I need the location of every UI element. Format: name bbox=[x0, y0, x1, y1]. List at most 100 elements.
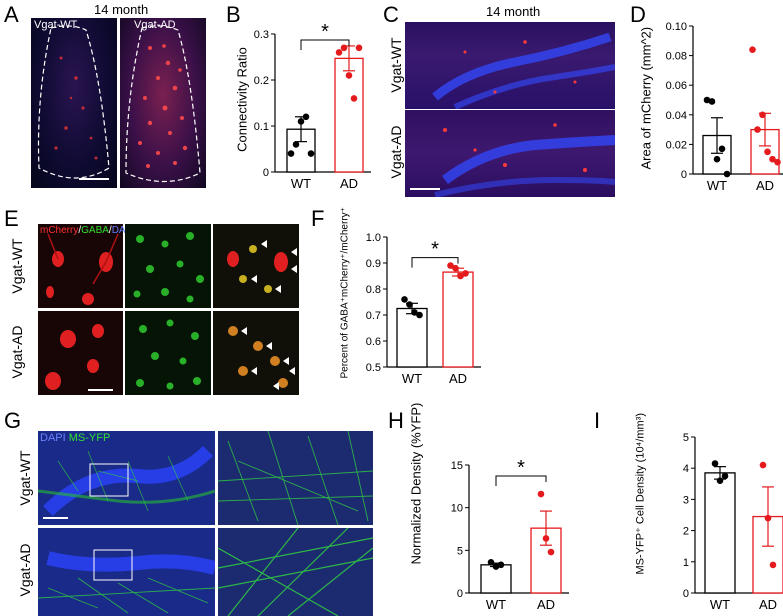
chart-h-point-ad bbox=[542, 535, 550, 542]
chart-f-point-ad bbox=[452, 264, 459, 272]
panel-e-stain-sep2: / bbox=[108, 225, 112, 236]
panel-e-ad-mcherry-cells bbox=[45, 324, 113, 391]
chart-i-point-ad bbox=[769, 561, 777, 569]
panel-e-wt-merge-cells bbox=[227, 240, 297, 293]
panel-a-micrograph-wt bbox=[31, 18, 117, 188]
chart-f-point-ad bbox=[462, 270, 469, 277]
panel-c-micrograph-ad bbox=[405, 110, 615, 197]
chart-f-point-ad bbox=[457, 272, 464, 280]
panel-a-micrograph-ad bbox=[120, 18, 206, 188]
chart-h-ytick-label: 10 bbox=[451, 503, 463, 515]
chart-f-xtick-wt: WT bbox=[402, 371, 422, 386]
panel-a-title: 14 month bbox=[94, 2, 149, 17]
chart-d-ytick-label: 0.02 bbox=[666, 139, 687, 151]
chart-h-ytick-label: 0 bbox=[457, 588, 463, 600]
chart-i-point-wt bbox=[711, 460, 719, 467]
chart-d-point-ad bbox=[749, 46, 756, 53]
chart-h-bar-ad bbox=[530, 527, 562, 594]
chart-b: 0 0.1 0.2 0.3 WT AD * bbox=[254, 21, 371, 191]
chart-i-ytick-label: 4 bbox=[683, 463, 689, 475]
chart-d: 0 0.02 0.04 0.06 0.08 0.10 WT AD bbox=[666, 21, 783, 193]
panel-g-letter: G bbox=[4, 408, 22, 433]
chart-d-point-ad bbox=[774, 158, 781, 166]
chart-h-point-ad bbox=[537, 490, 545, 498]
panel-g-wt-zoom bbox=[218, 431, 373, 525]
chart-h: 0 5 10 15 WT AD * bbox=[451, 457, 569, 612]
chart-h-point-wt bbox=[497, 561, 505, 569]
chart-b-point-wt bbox=[302, 113, 310, 121]
panel-c-ad-overlay bbox=[410, 123, 615, 197]
panel-g-wt-zoom-fibers bbox=[218, 431, 373, 525]
panel-a-wt-overlay bbox=[37, 25, 110, 180]
chart-b-ytick-label: 0.3 bbox=[254, 29, 269, 41]
chart-b-point-ad bbox=[355, 44, 363, 52]
chart-f-ytick-label: 0.9 bbox=[366, 258, 381, 270]
panel-c-wt-label: Vgat-WT bbox=[388, 37, 404, 93]
panel-g-ad-zoom-fibers bbox=[218, 528, 373, 616]
panel-e-ad-merge bbox=[213, 311, 299, 395]
panel-e-wt-mcherry bbox=[38, 224, 123, 308]
chart-i-point-ad bbox=[759, 461, 767, 469]
panel-h-ylabel: Normalized Density (%YFP) bbox=[408, 402, 424, 565]
panel-c-letter: C bbox=[383, 2, 399, 27]
chart-b-ytick-label: 0 bbox=[263, 167, 269, 179]
chart-f-ytick-label: 1.0 bbox=[366, 232, 381, 244]
chart-h-xtick-wt: WT bbox=[486, 597, 506, 612]
panel-e-wt-gaba-cells bbox=[133, 232, 204, 303]
panel-h-letter: H bbox=[388, 408, 404, 433]
panel-g-wt-label: Vgat-WT bbox=[17, 450, 33, 506]
chart-b-point-ad bbox=[335, 49, 343, 56]
chart-i-point-ad bbox=[764, 514, 772, 522]
panel-g-wt-overview bbox=[38, 431, 215, 525]
chart-b-xtick-ad: AD bbox=[340, 176, 358, 191]
chart-b-sig-star: * bbox=[321, 21, 329, 43]
chart-d-ytick-label: 0.08 bbox=[666, 51, 687, 63]
chart-d-ytick-label: 0.06 bbox=[666, 80, 687, 92]
chart-b-ytick-label: 0.2 bbox=[254, 75, 269, 87]
chart-b-sig-bracket bbox=[300, 39, 350, 50]
chart-f: 0.5 0.6 0.7 0.8 0.9 1.0 WT AD * bbox=[366, 232, 481, 386]
panel-e-ad-label: Vgat-AD bbox=[9, 325, 25, 379]
chart-d-point-wt bbox=[708, 98, 716, 105]
chart-f-xtick-ad: AD bbox=[449, 371, 467, 386]
chart-d-point-ad bbox=[754, 126, 761, 133]
panel-a-letter: A bbox=[4, 2, 19, 27]
chart-f-ytick-label: 0.7 bbox=[366, 310, 381, 322]
panel-g-stain-ms: MS-YFP bbox=[68, 432, 111, 444]
chart-h-xtick-ad: AD bbox=[537, 597, 555, 612]
chart-d-xtick-wt: WT bbox=[707, 178, 727, 193]
panel-a-wt-label: Vgat-WT bbox=[34, 19, 78, 31]
chart-f-sig-bracket bbox=[411, 257, 459, 268]
chart-d-point-wt bbox=[718, 145, 726, 153]
chart-f-point-ad bbox=[447, 262, 454, 269]
chart-i-point-wt bbox=[721, 472, 729, 480]
panel-f-ylabel: Percent of GABA⁺mCherry⁺/mCherry⁺ bbox=[339, 207, 351, 379]
panel-e-stain-dapi: DAPI bbox=[111, 225, 136, 236]
chart-f-ytick-label: 0.5 bbox=[366, 362, 381, 374]
chart-d-point-wt bbox=[713, 155, 721, 163]
chart-d-point-ad bbox=[769, 155, 776, 163]
chart-f-point-wt bbox=[406, 301, 413, 308]
chart-h-ytick-label: 15 bbox=[451, 460, 463, 472]
chart-f-ytick-label: 0.6 bbox=[366, 336, 381, 348]
panel-c-wt-overlay bbox=[432, 32, 615, 109]
panel-e-stain-sep1: / bbox=[78, 225, 82, 236]
chart-h-point-ad bbox=[547, 548, 555, 556]
panel-b-ylabel: Connectivity Ratio bbox=[234, 47, 250, 152]
chart-h-point-wt bbox=[492, 563, 500, 570]
panel-g-ad-overview-layer bbox=[38, 549, 215, 614]
chart-i-ytick-label: 0 bbox=[683, 588, 689, 600]
chart-d-ytick-label: 0.10 bbox=[666, 21, 687, 33]
panel-g-wt-overview-layer bbox=[38, 445, 215, 519]
chart-b-point-wt bbox=[292, 141, 300, 148]
chart-f-point-wt bbox=[411, 309, 418, 316]
chart-i-xtick-ad: AD bbox=[759, 597, 777, 612]
panel-e-stain-legend: mCherry/GABA/DAPI bbox=[40, 225, 135, 236]
chart-b-point-ad bbox=[350, 95, 358, 102]
chart-d-ytick-label: 0.04 bbox=[666, 110, 687, 122]
chart-b-point-wt bbox=[287, 150, 295, 157]
chart-i: 0 1 2 3 4 5 WT AD bbox=[683, 432, 783, 612]
chart-d-point-wt bbox=[703, 96, 711, 104]
panel-e-stain-gaba: GABA bbox=[81, 225, 109, 236]
panel-g-stain-dapi: DAPI bbox=[40, 432, 66, 444]
